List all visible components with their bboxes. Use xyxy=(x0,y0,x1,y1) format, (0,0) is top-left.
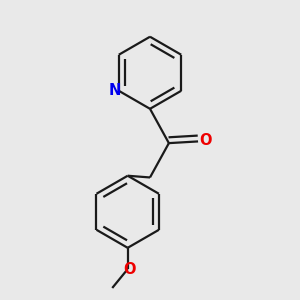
Text: O: O xyxy=(123,262,136,277)
Text: O: O xyxy=(200,133,212,148)
Text: N: N xyxy=(109,83,121,98)
